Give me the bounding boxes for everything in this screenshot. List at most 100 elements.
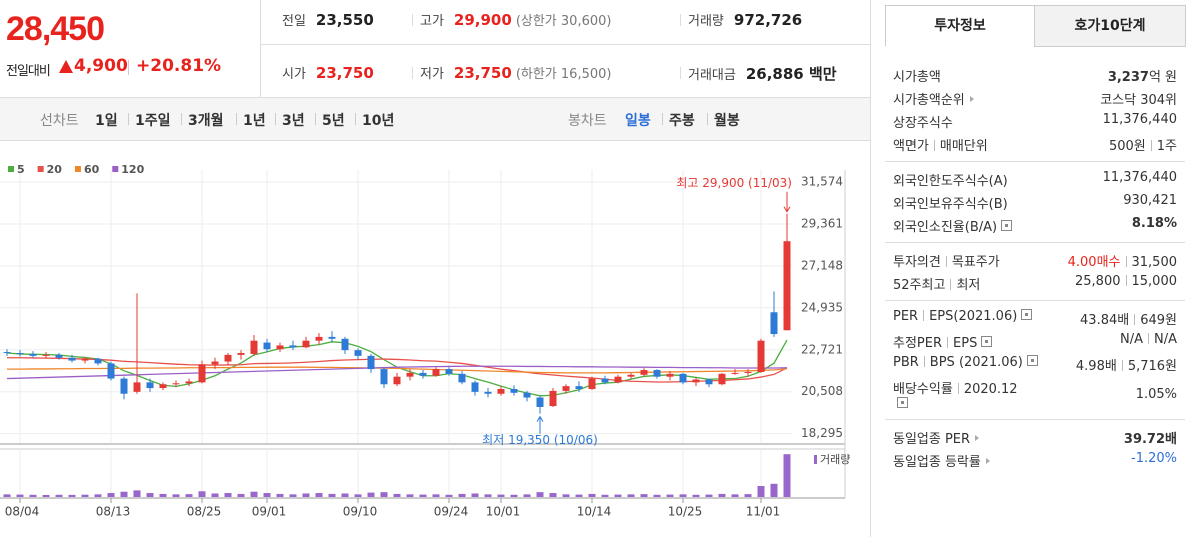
row-label: PBR BPS (2021.06) — [893, 355, 1038, 370]
volume-bar — [458, 493, 466, 497]
volume-bar — [549, 493, 557, 497]
row-label: 동일업종 PER — [893, 428, 980, 447]
candle-body — [211, 361, 219, 365]
candle-body — [718, 373, 726, 385]
value-text: 4.00매수 — [1067, 255, 1121, 270]
help-icon[interactable] — [1026, 355, 1038, 366]
info-row: 배당수익률 2020.12 1.05% — [885, 375, 1185, 413]
separator — [1125, 275, 1127, 286]
period-tab[interactable]: 3개월 — [188, 113, 224, 129]
value-text: -1.20% — [1131, 451, 1177, 466]
candle-body — [523, 392, 531, 398]
candle-body — [172, 383, 180, 385]
stat: 거래량 972,726 — [688, 10, 802, 29]
help-icon[interactable] — [981, 336, 993, 347]
row-value: 500원 1주 — [1109, 135, 1177, 154]
x-tick-label: 09/10 — [343, 505, 378, 519]
arrow-icon — [969, 96, 974, 102]
candle-body — [354, 350, 362, 356]
panel-section: 시가총액 3,237억 원 시가총액순위 코스닥 304위 상장주식수 11,376,44… — [885, 58, 1185, 161]
period-tab[interactable]: 1년 — [243, 113, 266, 129]
candle-body — [744, 371, 752, 373]
volume-bar — [302, 493, 310, 497]
help-icon[interactable] — [1001, 220, 1013, 231]
row-value: -1.20% — [1131, 451, 1177, 466]
x-tick-label: 11/01 — [746, 505, 781, 519]
candle-body — [237, 353, 245, 355]
candle-tab[interactable]: 주봉 — [669, 113, 695, 129]
row-value: 11,376,440 — [1103, 170, 1177, 185]
stat-label: 고가 — [420, 14, 444, 29]
label-text: 배당수익률 — [893, 382, 953, 397]
period-tab[interactable]: 1주일 — [135, 113, 171, 129]
candle-body — [705, 379, 713, 385]
chart: 31,574 29,361 27,148 24,935 22,721 20,508 18,2… — [0, 163, 850, 519]
value-text: N/A — [1120, 332, 1143, 347]
help-icon[interactable] — [1021, 309, 1033, 320]
label-text: 시가총액 — [893, 70, 941, 85]
candle-body — [497, 389, 505, 394]
volume-bar — [367, 492, 375, 497]
label-text: PER — [893, 309, 919, 324]
value-text: 43.84배 — [1080, 313, 1130, 328]
candle-body — [549, 390, 557, 407]
change-label: 전일대비 — [6, 64, 51, 79]
label-text: 최저 — [956, 278, 981, 293]
separator — [945, 256, 947, 267]
period-tab[interactable]: 3년 — [282, 113, 305, 129]
candle-tab[interactable]: 일봉 — [625, 113, 651, 129]
divider — [315, 113, 316, 125]
candle-body — [250, 340, 258, 354]
legend-label: 5 — [17, 163, 25, 176]
row-value: 3,237억 원 — [1108, 66, 1177, 85]
row-value: 8.18% — [1132, 216, 1177, 231]
row-label: 투자의견 목표주가 — [893, 251, 1000, 270]
x-tick-label: 10/01 — [486, 505, 521, 519]
row-value: 930,421 — [1123, 193, 1177, 208]
value-text: 25,800 — [1075, 274, 1121, 289]
stat-value: 972,726 — [733, 11, 803, 29]
separator — [923, 356, 925, 367]
period-tab[interactable]: 5년 — [322, 113, 345, 129]
candle-body — [770, 312, 778, 335]
value-text: 11,376,440 — [1102, 170, 1177, 185]
period-tab[interactable]: 1일 — [95, 113, 118, 129]
volume-bar — [263, 493, 271, 497]
separator — [933, 140, 935, 151]
x-tick-label: 10/25 — [668, 505, 703, 519]
tab[interactable]: 호가10단계 — [1034, 5, 1186, 47]
candle-body — [185, 381, 193, 384]
stat: 거래대금 26,886 백만 — [688, 63, 837, 84]
label-text: 상장주식수 — [893, 116, 953, 131]
annotation: 최고 29,900 (11/03) — [676, 176, 792, 190]
period-tab[interactable]: 10년 — [362, 113, 395, 129]
volume-bar — [29, 494, 37, 497]
candle-tab[interactable]: 월봉 — [714, 113, 740, 129]
y-tick-label: 24,935 — [801, 300, 843, 314]
candle-body — [81, 358, 89, 361]
panel-section: 동일업종 PER 39.72배 동일업종 등락률 -1.20% — [885, 419, 1185, 477]
row-label: 동일업종 등락률 — [893, 451, 990, 470]
row-value: 43.84배 649원 — [1080, 309, 1177, 328]
volume-bar — [640, 494, 648, 497]
help-icon[interactable] — [897, 397, 908, 408]
row-label: PER EPS(2021.06) — [893, 309, 1033, 324]
legend-swatch — [37, 166, 44, 172]
volume-bar — [575, 494, 583, 497]
annotation-arrowhead — [783, 206, 791, 213]
candle-body — [783, 241, 791, 331]
candle-body — [224, 354, 232, 362]
panel-section: PER EPS(2021.06) 43.84배 649원 추정PER EPS N/A N/A P… — [885, 300, 1185, 419]
volume-bar — [744, 494, 752, 497]
info-row: 외국인소진율(B/A) 8.18% — [885, 213, 1185, 236]
volume-bar — [419, 494, 427, 497]
label-text: 외국인소진율(B/A) — [893, 220, 998, 235]
candle-body — [575, 386, 583, 389]
stat: 시가 23,750 — [282, 63, 374, 82]
tab[interactable]: 투자정보 — [885, 5, 1035, 47]
candle-body — [445, 369, 453, 374]
candle-body — [55, 354, 63, 358]
candle-body — [588, 378, 596, 389]
label-text: EPS(2021.06) — [929, 309, 1018, 324]
stat: 저가 23,750 (하한가 16,500) — [420, 63, 611, 82]
